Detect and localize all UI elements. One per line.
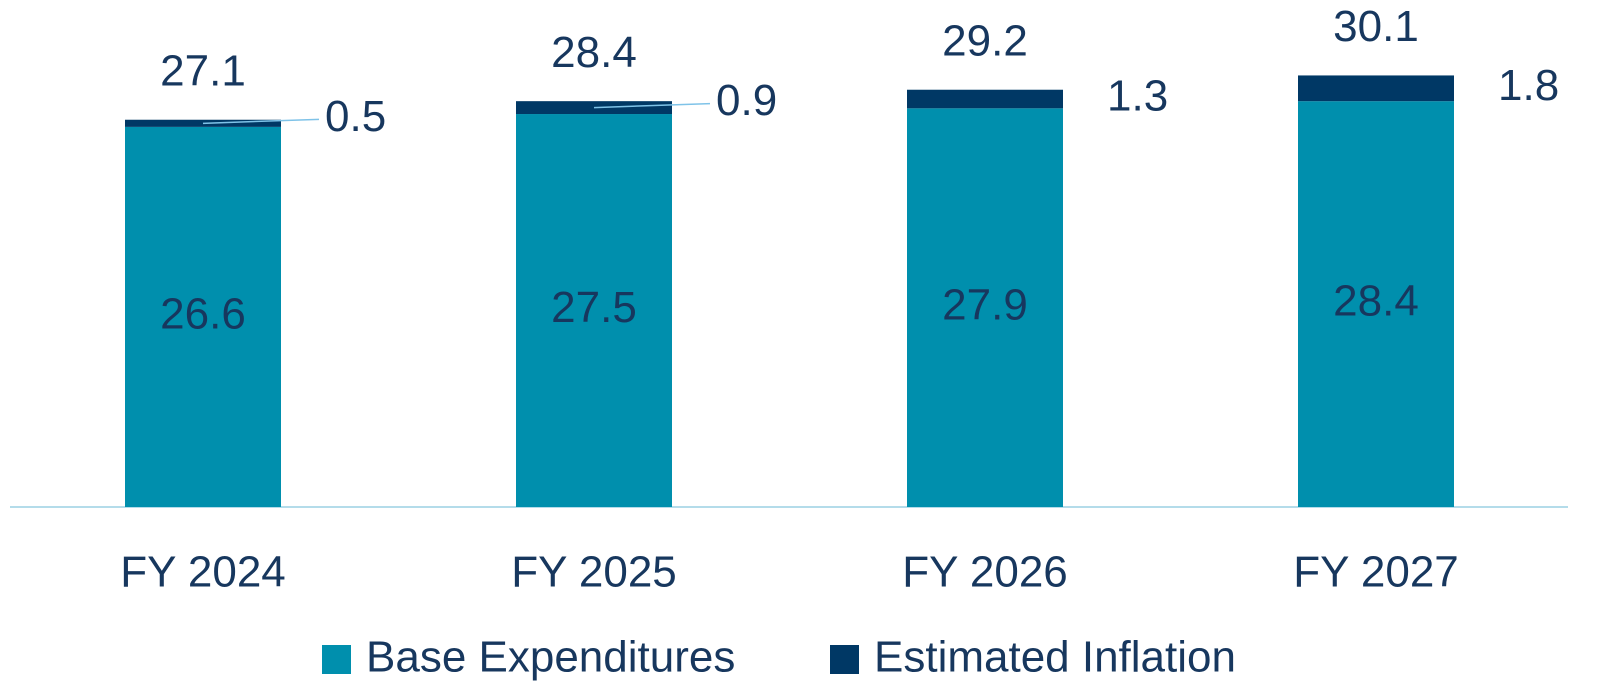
total-label: 28.4 [551, 28, 637, 77]
legend-swatch [830, 645, 859, 674]
data-label: 28.4 [1333, 277, 1419, 326]
total-label: 29.2 [942, 16, 1028, 65]
x-tick-label: FY 2026 [902, 548, 1068, 597]
leader-line [202, 118, 320, 125]
x-tick-label: FY 2024 [120, 548, 286, 597]
legend-swatch [322, 645, 351, 674]
total-label: 27.1 [160, 46, 246, 95]
x-tick-label: FY 2025 [511, 548, 677, 597]
x-tick-label: FY 2027 [1293, 548, 1459, 597]
bar-segment [907, 108, 1063, 508]
data-label: 27.5 [551, 283, 637, 332]
legend-label: Estimated Inflation [874, 633, 1236, 682]
data-label: 0.5 [325, 92, 386, 141]
data-label: 26.6 [160, 290, 246, 339]
legend-label: Base Expenditures [366, 633, 735, 682]
bar-segment [907, 89, 1063, 109]
total-label: 30.1 [1333, 2, 1419, 51]
bar-segment [1298, 75, 1454, 102]
leader-line [593, 102, 711, 109]
data-label: 1.3 [1107, 72, 1168, 121]
bar-segment [516, 114, 672, 508]
data-label: 0.9 [716, 76, 777, 125]
bar-segment [125, 126, 281, 508]
bar-segment [1298, 101, 1454, 507]
data-label: 1.8 [1498, 61, 1559, 110]
data-label: 27.9 [942, 280, 1028, 329]
